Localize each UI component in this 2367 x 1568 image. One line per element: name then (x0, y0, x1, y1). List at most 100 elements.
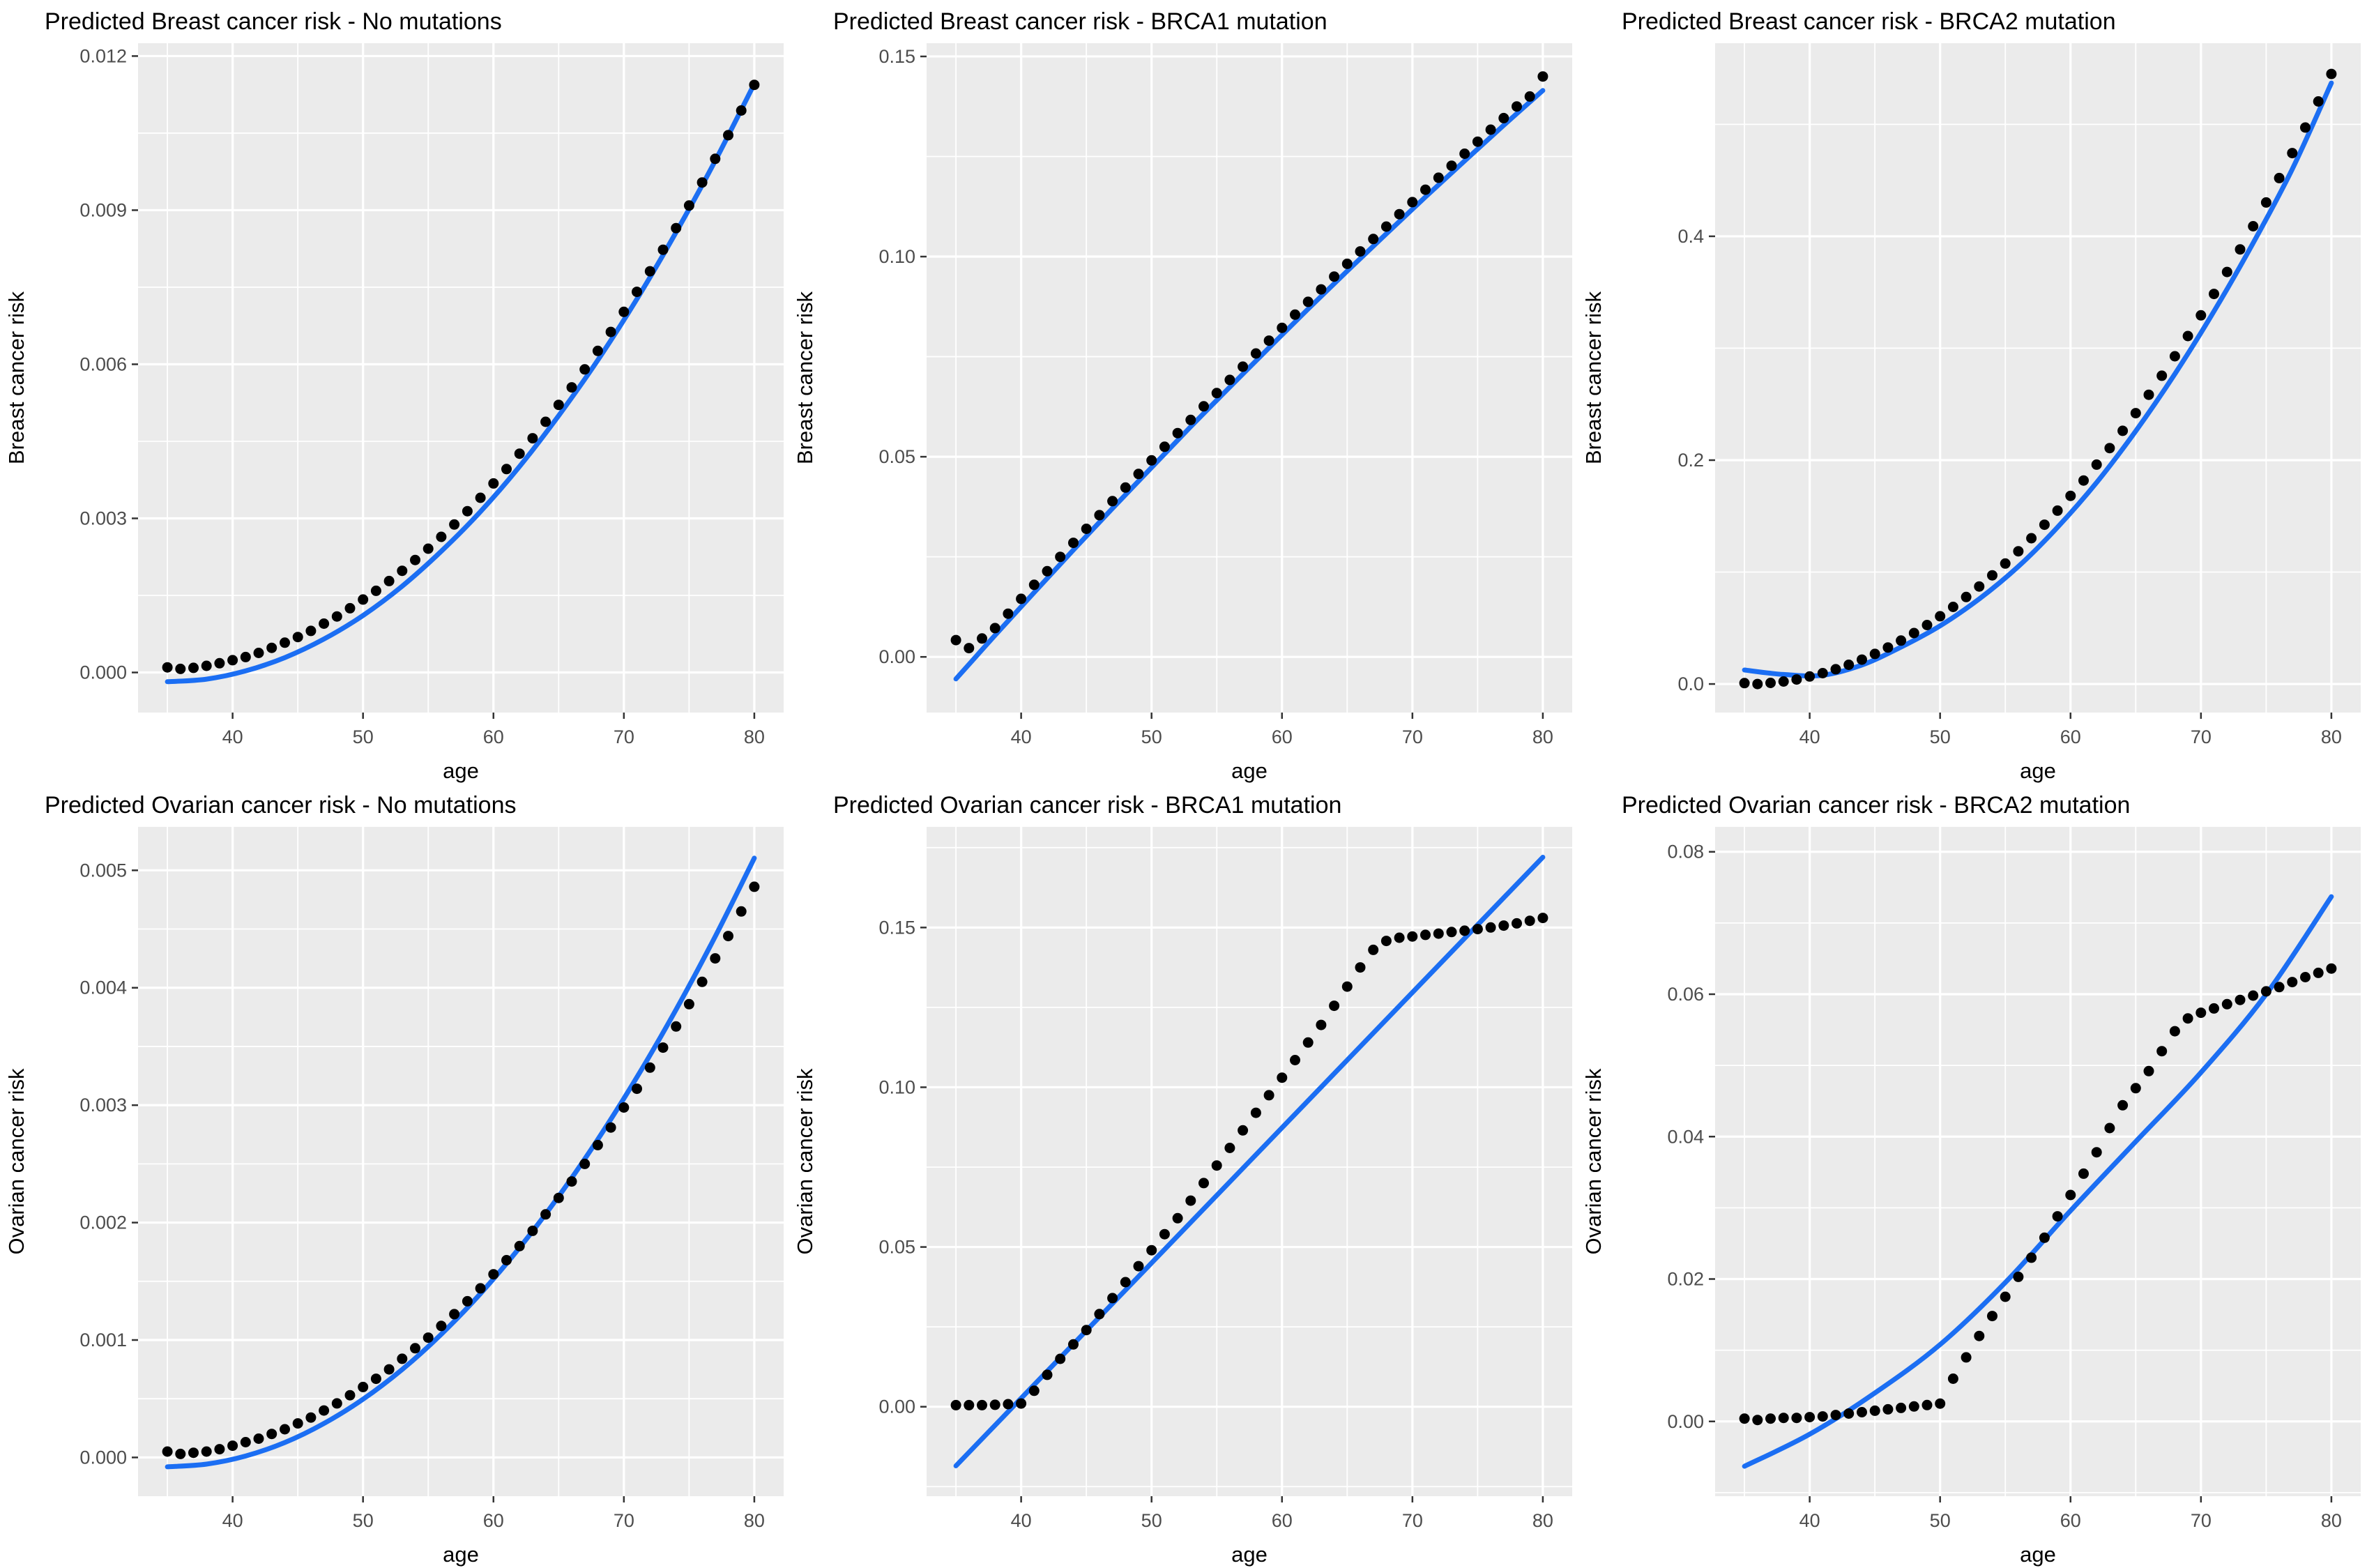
data-point (2156, 1046, 2168, 1057)
data-point (1804, 1412, 1816, 1423)
data-point (2026, 533, 2037, 544)
data-point (723, 931, 733, 942)
y-tick-label: 0.2 (1677, 450, 1704, 471)
data-point (1869, 1405, 1880, 1416)
y-tick-label: 0.003 (79, 508, 127, 529)
data-point (1765, 678, 1776, 688)
x-tick-label: 70 (614, 726, 634, 747)
x-axis-title: age (2020, 759, 2056, 783)
axes: 40 50 60 70 80 0.00 0.02 0.04 0.06 0.08 (1667, 842, 2341, 1531)
data-point (1341, 981, 1353, 992)
y-tick-label: 0.15 (878, 46, 915, 67)
data-point (1068, 538, 1079, 549)
data-point (1290, 309, 1300, 320)
data-point (1250, 348, 1261, 359)
chart-ovarian-risk-brca2: 40 50 60 70 80 0.00 0.02 0.04 0.06 0.08 Predicted … (1577, 784, 2367, 1568)
axes: 40 50 60 70 80 0.00 0.05 0.10 0.15 (878, 46, 1553, 747)
data-point (540, 1209, 551, 1220)
data-point (1485, 124, 1496, 135)
data-point (579, 1158, 591, 1169)
data-point (566, 1176, 577, 1187)
data-point (1107, 1293, 1118, 1304)
data-point (964, 643, 975, 654)
data-point (540, 416, 551, 427)
x-tick-label: 80 (2321, 1510, 2342, 1531)
data-point (2195, 310, 2207, 321)
data-point (1524, 915, 1535, 927)
data-point (618, 1102, 630, 1113)
data-point (710, 953, 721, 964)
data-point (1459, 925, 1470, 936)
data-point (1224, 374, 1235, 386)
data-point (2235, 244, 2246, 255)
data-point (1172, 427, 1183, 439)
data-point (1055, 1353, 1066, 1364)
y-tick-label: 0.05 (878, 1237, 915, 1258)
data-point (1921, 1399, 1933, 1410)
data-point (697, 177, 708, 188)
data-point (410, 554, 420, 565)
gridlines (1715, 827, 2361, 1496)
data-point (1407, 931, 1418, 942)
y-tick-label: 0.005 (79, 860, 127, 881)
data-point (1263, 335, 1274, 347)
axes: 40 50 60 70 80 0.00 0.05 0.10 0.15 (878, 917, 1553, 1531)
data-point (1120, 1277, 1131, 1288)
data-point (319, 618, 330, 629)
data-point (1263, 1090, 1274, 1101)
x-tick-label: 80 (744, 1510, 765, 1531)
data-point (605, 1122, 616, 1133)
scatter-points (950, 913, 1548, 1410)
chart-breast-risk-brca2: 40 50 60 70 80 0.0 0.2 0.4 Predicted Breast canc… (1577, 0, 2367, 784)
data-point (749, 79, 760, 91)
data-point (1830, 1410, 1841, 1421)
chart-breast-risk-no-mutations-canvas: 40 50 60 70 80 0.000 0.003 0.006 0.009 0.012 Predi… (4, 8, 784, 783)
y-tick-label: 0.15 (878, 917, 915, 938)
data-point (2300, 972, 2311, 982)
data-point (1739, 1413, 1750, 1424)
data-point (449, 1309, 460, 1320)
data-point (2313, 96, 2324, 107)
data-point (2182, 1013, 2193, 1024)
data-point (1146, 1244, 1157, 1256)
data-point (1512, 918, 1522, 929)
y-tick-label: 0.000 (79, 662, 127, 683)
smooth-fit-line (953, 855, 1546, 1468)
data-point (977, 633, 987, 644)
data-point (292, 1418, 303, 1429)
data-point (1974, 1330, 1985, 1341)
data-point (514, 448, 525, 459)
data-point (305, 625, 317, 637)
data-point (644, 266, 655, 277)
data-point (1146, 455, 1157, 466)
data-point (1028, 1385, 1040, 1396)
data-point (488, 478, 499, 489)
y-tick-label: 0.4 (1677, 226, 1704, 247)
x-tick-label: 70 (2191, 726, 2212, 747)
y-tick-label: 0.10 (878, 1076, 915, 1097)
data-point (2130, 1083, 2141, 1094)
chart-ovarian-risk-brca1: 40 50 60 70 80 0.00 0.05 0.10 0.15 Predicted Ovar… (789, 784, 1577, 1568)
data-point (423, 1332, 434, 1344)
data-point (1908, 627, 1919, 639)
plot-panel (138, 43, 784, 713)
data-point (1185, 1195, 1196, 1206)
x-axis-title: age (443, 1542, 479, 1567)
x-tick-label: 50 (1930, 1510, 1951, 1531)
data-point (1198, 1178, 1209, 1189)
x-axis-title: age (443, 759, 479, 783)
data-point (188, 662, 199, 673)
data-point (280, 1424, 290, 1435)
data-point (2235, 994, 2246, 1005)
data-point (1355, 246, 1366, 257)
data-point (1778, 676, 1789, 687)
data-point (2221, 998, 2232, 1010)
data-point (749, 881, 760, 892)
data-point (1791, 1413, 1802, 1424)
y-axis-title: Ovarian cancer risk (4, 1068, 29, 1255)
data-point (1935, 611, 1946, 622)
plot-panel (1715, 43, 2361, 713)
plot-panel (1715, 827, 2361, 1496)
data-point (2052, 505, 2063, 516)
data-point (2195, 1007, 2207, 1019)
